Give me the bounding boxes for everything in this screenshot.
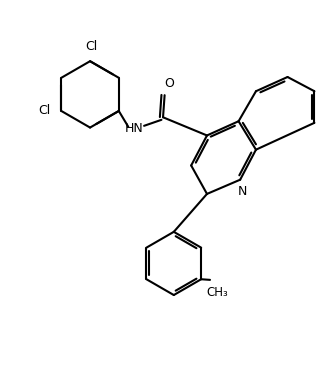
Text: O: O	[164, 77, 174, 90]
Text: HN: HN	[125, 122, 144, 135]
Text: Cl: Cl	[38, 104, 50, 117]
Text: N: N	[238, 185, 247, 198]
Text: CH₃: CH₃	[207, 286, 228, 299]
Text: Cl: Cl	[86, 40, 98, 53]
